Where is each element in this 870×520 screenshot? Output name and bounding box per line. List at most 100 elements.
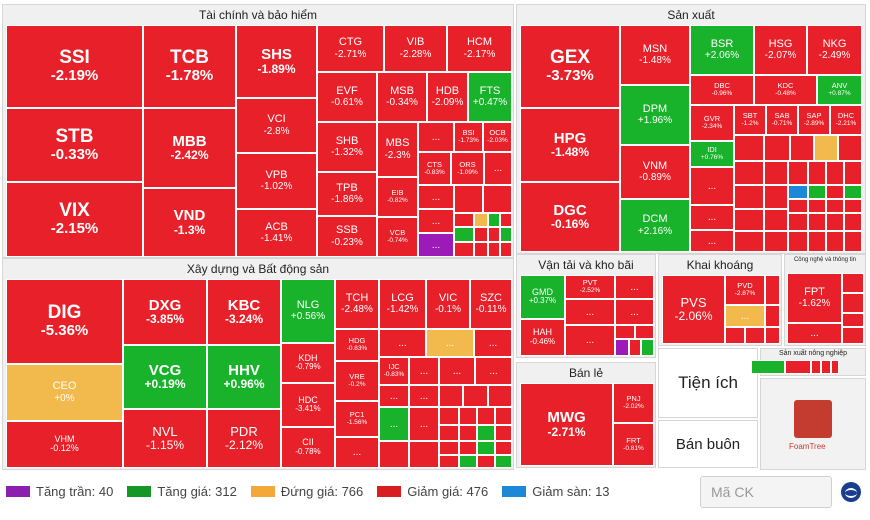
tile-more[interactable]: ... (418, 122, 454, 152)
tile-ORS[interactable]: ORS -1.09% (451, 152, 484, 185)
tile-small[interactable] (495, 407, 512, 425)
tile-more[interactable]: ... (474, 329, 512, 357)
tile-VNM[interactable]: VNM -0.89% (620, 145, 690, 199)
tile-more[interactable]: ... (379, 329, 426, 357)
tile-HPG[interactable]: HPG -1.48% (520, 108, 620, 182)
tile-small[interactable] (826, 213, 844, 231)
tile-small[interactable] (790, 135, 814, 161)
tile-LCG[interactable]: LCG -1.42% (379, 279, 426, 329)
tile-MBB[interactable]: MBB -2.42% (143, 108, 236, 188)
tile-small[interactable] (826, 185, 844, 199)
tile-MSB[interactable]: MSB -0.34% (377, 72, 427, 122)
tile-SSI[interactable]: SSI -2.19% (6, 25, 143, 108)
tile-more[interactable]: ... (335, 437, 379, 468)
tile-small[interactable] (808, 199, 826, 213)
tile-small[interactable] (844, 185, 862, 199)
tile-small[interactable] (765, 275, 780, 305)
tile-HDG[interactable]: HDG -0.83% (335, 329, 379, 361)
tile-DIG[interactable]: DIG -5.36% (6, 279, 123, 364)
tile-small[interactable] (615, 339, 629, 356)
tile-small[interactable] (764, 161, 788, 185)
tile-more[interactable]: ... (409, 357, 439, 385)
tile-more[interactable]: ... (409, 407, 439, 441)
tile-GMD[interactable]: GMD +0.37% (520, 275, 565, 319)
tile-small[interactable] (488, 213, 500, 227)
stock-code-search-input[interactable] (700, 476, 832, 508)
tile-small[interactable] (844, 231, 862, 252)
tile-KDH[interactable]: KDH -0.79% (281, 343, 335, 383)
tile-small[interactable] (842, 327, 864, 344)
tile-small[interactable] (764, 185, 788, 209)
tile-small[interactable] (483, 185, 512, 213)
tile-small[interactable] (459, 441, 477, 455)
tile-more[interactable]: ... (565, 325, 615, 356)
tile-more[interactable]: ... (615, 299, 654, 325)
tile-small[interactable] (439, 385, 463, 407)
tile-small[interactable] (734, 209, 764, 231)
tile-HAH[interactable]: HAH -0.46% (520, 319, 565, 356)
tile-VPB[interactable]: VPB -1.02% (236, 153, 317, 209)
tile-NVL[interactable]: NVL -1.15% (123, 409, 207, 468)
tile-small[interactable] (629, 339, 641, 356)
tile-small[interactable] (811, 360, 821, 374)
tile-DCM[interactable]: DCM +2.16% (620, 199, 690, 252)
tile-small[interactable] (500, 242, 512, 257)
tile-GVR[interactable]: GVR -2.34% (690, 105, 734, 141)
sector-panel-wholesale[interactable]: Bán buôn (658, 420, 758, 468)
tile-small[interactable] (842, 313, 864, 327)
tile-small[interactable] (379, 441, 409, 468)
tile-KDC[interactable]: KDC -0.48% (754, 75, 817, 105)
tile-KBC[interactable]: KBC -3.24% (207, 279, 281, 345)
tile-small[interactable] (615, 325, 635, 339)
tile-TPB[interactable]: TPB -1.86% (317, 172, 377, 216)
tile-more[interactable]: ... (418, 233, 454, 257)
tile-small[interactable] (808, 213, 826, 231)
tile-small[interactable] (844, 161, 862, 185)
tile-small[interactable] (439, 425, 459, 441)
tile-more[interactable]: ... (615, 275, 654, 299)
tile-FRT[interactable]: FRT -0.81% (613, 423, 654, 466)
tile-small[interactable] (826, 231, 844, 252)
tile-small[interactable] (488, 242, 500, 257)
tile-small[interactable] (788, 161, 808, 185)
tile-HHV[interactable]: HHV +0.96% (207, 345, 281, 409)
tile-small[interactable] (808, 231, 826, 252)
tile-BSI[interactable]: BSI -1.73% (454, 122, 483, 152)
tile-PNJ[interactable]: PNJ -2.02% (613, 383, 654, 423)
tile-small[interactable] (500, 227, 512, 242)
tile-STB[interactable]: STB -0.33% (6, 108, 143, 182)
tile-more[interactable]: ... (426, 329, 474, 357)
tile-small[interactable] (764, 135, 790, 161)
tile-CTG[interactable]: CTG -2.71% (317, 25, 384, 72)
tile-SAP[interactable]: SAP -2.89% (798, 105, 830, 135)
tile-small[interactable] (459, 455, 477, 468)
tile-VCI[interactable]: VCI -2.8% (236, 98, 317, 153)
tile-VND[interactable]: VND -1.3% (143, 188, 236, 257)
tile-small[interactable] (454, 213, 474, 227)
tile-more[interactable]: ... (379, 385, 409, 407)
tile-small[interactable] (495, 425, 512, 441)
tile-small[interactable] (785, 360, 811, 374)
tile-small[interactable] (765, 327, 780, 344)
tile-small[interactable] (734, 185, 764, 209)
tile-small[interactable] (844, 213, 862, 231)
tile-small[interactable] (635, 325, 654, 339)
tile-small[interactable] (788, 199, 808, 213)
tile-ACB[interactable]: ACB -1.41% (236, 209, 317, 257)
tile-small[interactable] (474, 242, 488, 257)
tile-more[interactable]: ... (690, 205, 734, 230)
tile-small[interactable] (454, 185, 483, 213)
tile-VIB[interactable]: VIB -2.28% (384, 25, 447, 72)
tile-small[interactable] (409, 441, 439, 468)
tile-more[interactable]: ... (565, 299, 615, 325)
tile-GEX[interactable]: GEX -3.73% (520, 25, 620, 108)
tile-DGC[interactable]: DGC -0.16% (520, 182, 620, 252)
tile-small[interactable] (734, 135, 764, 161)
tile-more[interactable]: ... (787, 323, 842, 344)
tile-small[interactable] (474, 227, 488, 242)
tile-small[interactable] (477, 441, 495, 455)
tile-PVD[interactable]: PVD -2.87% (725, 275, 765, 305)
tile-small[interactable] (764, 231, 788, 252)
tile-NLG[interactable]: NLG +0.56% (281, 279, 335, 343)
tile-small[interactable] (477, 425, 495, 441)
